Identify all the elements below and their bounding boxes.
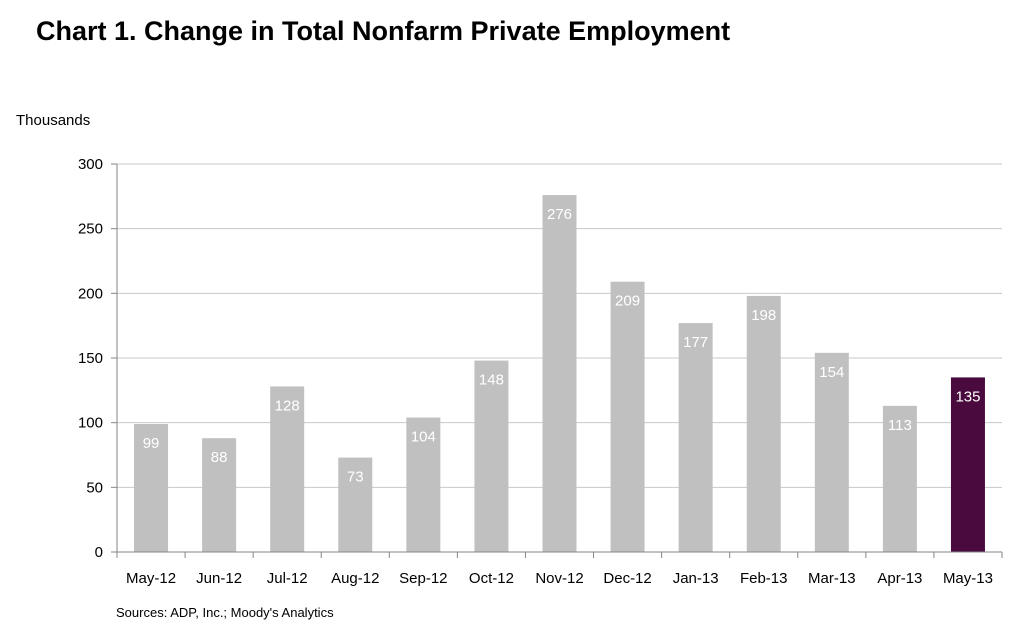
bar-apr-13 — [882, 405, 917, 552]
y-tick-label: 250 — [78, 221, 103, 238]
x-tick-label: Sep-12 — [399, 570, 447, 587]
y-tick-label: 100 — [78, 415, 103, 432]
bar-may-12 — [134, 423, 169, 552]
data-label: 128 — [275, 397, 300, 414]
y-tick-label: 50 — [86, 479, 103, 496]
y-tick-label: 200 — [78, 285, 103, 302]
x-tick-label: May-13 — [943, 570, 993, 587]
x-tick-label: Mar-13 — [808, 570, 856, 587]
x-tick-label: Apr-13 — [877, 570, 922, 587]
bar-mar-13 — [814, 352, 849, 552]
y-tick-label: 0 — [95, 544, 103, 561]
data-label: 209 — [615, 293, 640, 310]
bar-jan-13 — [678, 323, 713, 552]
data-label: 198 — [751, 307, 776, 324]
data-label: 113 — [888, 417, 912, 434]
data-label: 135 — [955, 388, 980, 405]
data-label: 99 — [143, 435, 160, 452]
bar-jul-12 — [270, 386, 305, 552]
data-label: 276 — [547, 206, 572, 223]
data-label: 148 — [479, 372, 504, 389]
x-tick-label: Dec-12 — [603, 570, 651, 587]
x-tick-label: Nov-12 — [535, 570, 583, 587]
data-label: 104 — [411, 428, 436, 445]
axes: 0 50 100 150 200 250 300 May-12 Jun-12 Jul-12 Aug-… — [78, 156, 1003, 587]
bar-sep-12 — [406, 417, 441, 552]
x-tick-label: Aug-12 — [331, 570, 379, 587]
x-tick-label: Jul-12 — [267, 570, 308, 587]
labels: 99 88 128 73 104 148 276 209 177 198 154 113 135 — [143, 206, 981, 486]
chart-title: Chart 1. Change in Total Nonfarm Private… — [36, 16, 731, 46]
data-label: 73 — [347, 469, 364, 486]
x-tick-label: Jun-12 — [196, 570, 242, 587]
bar-aug-12 — [338, 457, 373, 552]
x-tick-label: May-12 — [126, 570, 176, 587]
x-tick-label: Feb-13 — [740, 570, 788, 587]
bar-dec-12 — [610, 281, 645, 552]
data-label: 88 — [211, 449, 228, 466]
y-tick-label: 300 — [78, 156, 103, 173]
bar-oct-12 — [474, 360, 509, 552]
x-tick-label: Jan-13 — [673, 570, 719, 587]
data-label: 177 — [683, 334, 708, 351]
bar-may-13 — [950, 377, 985, 552]
bar-feb-13 — [746, 295, 781, 552]
bar-jun-12 — [202, 438, 237, 552]
x-tick-label: Oct-12 — [469, 570, 514, 587]
bars — [134, 195, 985, 553]
data-label: 154 — [819, 364, 844, 381]
y-axis-label: Thousands — [16, 112, 91, 129]
source-note: Sources: ADP, Inc.; Moody's Analytics — [116, 605, 334, 620]
y-tick-label: 150 — [78, 350, 103, 367]
bar-nov-12 — [542, 195, 577, 553]
